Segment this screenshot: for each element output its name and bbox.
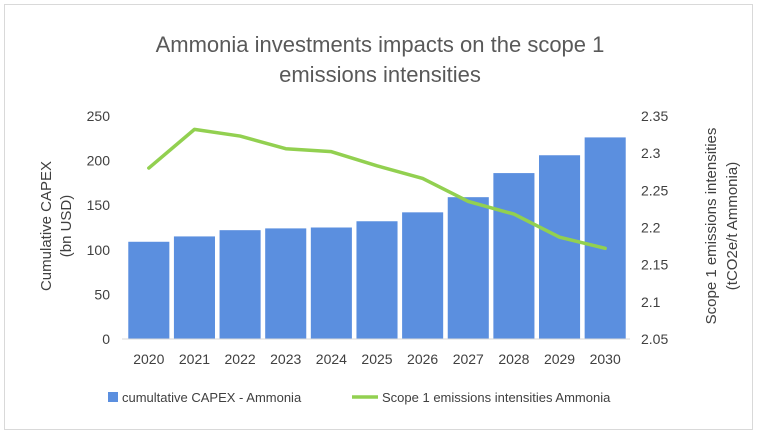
left-tick-label: 250 <box>87 108 111 124</box>
right-tick-label: 2.15 <box>641 257 668 273</box>
x-tick-label: 2025 <box>361 351 392 367</box>
legend: cumultative CAPEX - Ammonia Scope 1 emis… <box>108 390 611 405</box>
left-tick-label: 0 <box>102 331 110 347</box>
right-tick-label: 2.25 <box>641 182 668 198</box>
left-axis-label-line-1: Cumulative CAPEX <box>38 161 55 291</box>
right-tick-label: 2.3 <box>641 145 661 161</box>
capex-bar <box>173 236 215 339</box>
left-tick-label: 100 <box>87 242 111 258</box>
right-axis-ticks: 2.05 2.1 2.15 2.2 2.25 2.3 2.35 <box>641 108 668 347</box>
capex-bar <box>402 212 444 339</box>
x-axis-ticks: 2020 2021 2022 2023 2024 2025 2026 2027 2028 2029… <box>133 351 621 367</box>
x-tick-label: 2024 <box>316 351 347 367</box>
emissions-line-group <box>147 127 607 251</box>
capex-bar <box>539 155 581 339</box>
capex-bar <box>584 137 626 339</box>
right-tick-label: 2.2 <box>641 220 661 236</box>
legend-label-capex: cumultative CAPEX - Ammonia <box>122 390 302 405</box>
capex-bar <box>356 221 398 339</box>
right-tick-label: 2.05 <box>641 331 668 347</box>
left-tick-label: 50 <box>94 286 110 302</box>
x-tick-label: 2026 <box>407 351 438 367</box>
left-axis-label-line-2: (bn USD) <box>58 195 75 258</box>
x-tick-label: 2020 <box>133 351 164 367</box>
x-tick-label: 2027 <box>453 351 484 367</box>
legend-label-emissions: Scope 1 emissions intensities Ammonia <box>382 390 611 405</box>
legend-swatch-capex <box>108 392 118 402</box>
x-tick-label: 2021 <box>179 351 210 367</box>
right-axis-label-line-1: Scope 1 emissions intensities <box>703 128 720 325</box>
capex-bar <box>265 228 307 339</box>
chart-title-line-2: emissions intensities <box>279 62 481 87</box>
chart-title-line-1: Ammonia investments impacts on the scope… <box>156 32 605 57</box>
x-tick-label: 2029 <box>544 351 575 367</box>
right-axis-label-line-2: (tCO2e/t Ammonia) <box>724 162 741 290</box>
x-tick-label: 2028 <box>498 351 529 367</box>
chart-frame <box>4 4 753 430</box>
x-tick-label: 2022 <box>225 351 256 367</box>
right-tick-label: 2.35 <box>641 108 668 124</box>
left-tick-label: 150 <box>87 197 111 213</box>
capex-bar <box>219 230 261 339</box>
right-tick-label: 2.1 <box>641 294 661 310</box>
capex-bar <box>447 197 489 339</box>
left-tick-label: 200 <box>87 153 111 169</box>
capex-bars <box>128 137 626 339</box>
x-tick-label: 2030 <box>590 351 621 367</box>
capex-bar <box>128 241 170 339</box>
capex-bar <box>310 227 352 339</box>
capex-bar <box>493 173 535 339</box>
x-tick-label: 2023 <box>270 351 301 367</box>
left-axis-ticks: 0 50 100 150 200 250 <box>87 108 111 347</box>
